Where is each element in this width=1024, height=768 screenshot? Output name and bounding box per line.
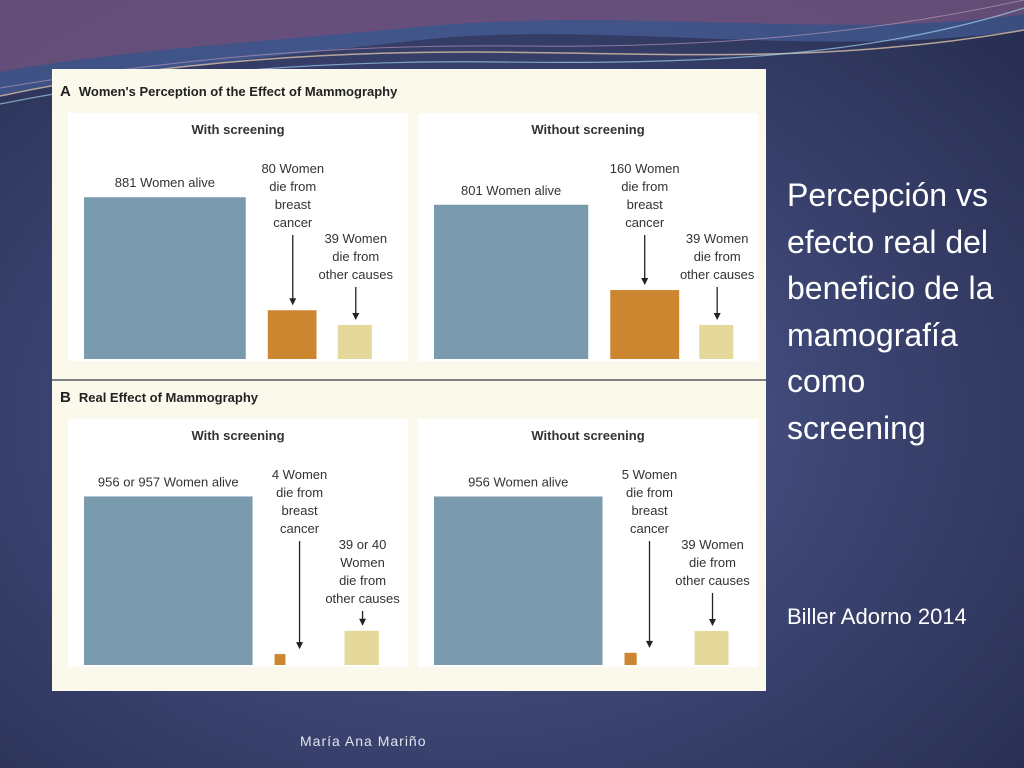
bar-women-alive [434, 496, 603, 665]
category-label: 801 Women alive [461, 183, 561, 198]
panel-a-heading: A Women's Perception of the Effect of Mam… [60, 83, 397, 100]
arrow-head [646, 640, 654, 648]
arrow-head [713, 312, 721, 320]
bar-breast-cancer-deaths [624, 652, 637, 665]
panel-b-title: Real Effect of Mammography [78, 390, 258, 405]
category-label: 5 Women die from breast cancer [622, 467, 677, 536]
category-label: 4 Women die from breast cancer [272, 467, 327, 536]
chart-perception-with-screening: 881 Women alive 80 Women die from breast can… [84, 161, 394, 359]
arrow-head [709, 618, 717, 626]
bar-other-cause-deaths [694, 630, 729, 665]
arrow-head [296, 642, 304, 650]
arrow-head [359, 618, 367, 626]
panel-b-letter: B [60, 389, 71, 406]
slide-title: Percepción vs efecto real del beneficio … [787, 177, 994, 446]
citation: Biller Adorno 2014 [787, 604, 967, 629]
category-label: 956 Women alive [468, 474, 568, 489]
chart-title: Without screening [531, 122, 645, 137]
category-label: 39 or 40 Women die from other causes [325, 537, 400, 606]
arrow-head [289, 298, 297, 306]
bar-other-cause-deaths [344, 630, 379, 665]
chart-title: Without screening [531, 428, 645, 443]
chart-title: With screening [191, 122, 285, 137]
panel-a-title: Women's Perception of the Effect of Mamm… [78, 84, 398, 99]
bar-women-alive [84, 197, 246, 359]
chart-title: With screening [191, 428, 285, 443]
bar-women-alive [434, 204, 589, 359]
arrow-head [352, 312, 360, 320]
category-label: 39 Women die from other causes [680, 231, 755, 282]
category-label: 80 Women die from breast cancer [261, 161, 324, 230]
section-divider [52, 379, 766, 381]
footer-author: María Ana Mariño [300, 733, 427, 749]
chart-real-without-screening: 956 Women alive 5 Women die from breast canc… [434, 467, 750, 665]
panel-a-without-screening: Without screening 801 Women alive 160 Wom… [418, 113, 758, 361]
panel-a-with-screening: With screening 881 Women alive 80 Women di… [68, 113, 408, 361]
chart-real-with-screening: 956 or 957 Women alive 4 Women die from bre… [84, 467, 400, 665]
chart-perception-without-screening: 801 Women alive 160 Women die from breast ca… [434, 161, 755, 359]
bar-other-cause-deaths [337, 324, 372, 359]
category-label: 956 or 957 Women alive [98, 474, 239, 489]
bar-breast-cancer-deaths [267, 310, 317, 359]
category-label: 160 Women die from breast cancer [610, 161, 680, 230]
category-label: 39 Women die from other causes [319, 231, 394, 282]
bar-women-alive [84, 496, 253, 665]
category-label: 39 Women die from other causes [675, 537, 750, 588]
panel-b-without-screening: Without screening 956 Women alive 5 Women… [418, 419, 758, 667]
panel-b-heading: B Real Effect of Mammography [60, 389, 258, 406]
panel-b-with-screening: With screening 956 or 957 Women alive 4 W… [68, 419, 408, 667]
category-label: 881 Women alive [115, 175, 215, 190]
bar-other-cause-deaths [699, 324, 734, 359]
mammography-figure: A Women's Perception of the Effect of Mam… [52, 69, 766, 691]
bar-breast-cancer-deaths [274, 654, 286, 665]
bar-breast-cancer-deaths [610, 290, 680, 359]
arrow-head [641, 278, 649, 286]
panel-a-letter: A [60, 83, 71, 100]
